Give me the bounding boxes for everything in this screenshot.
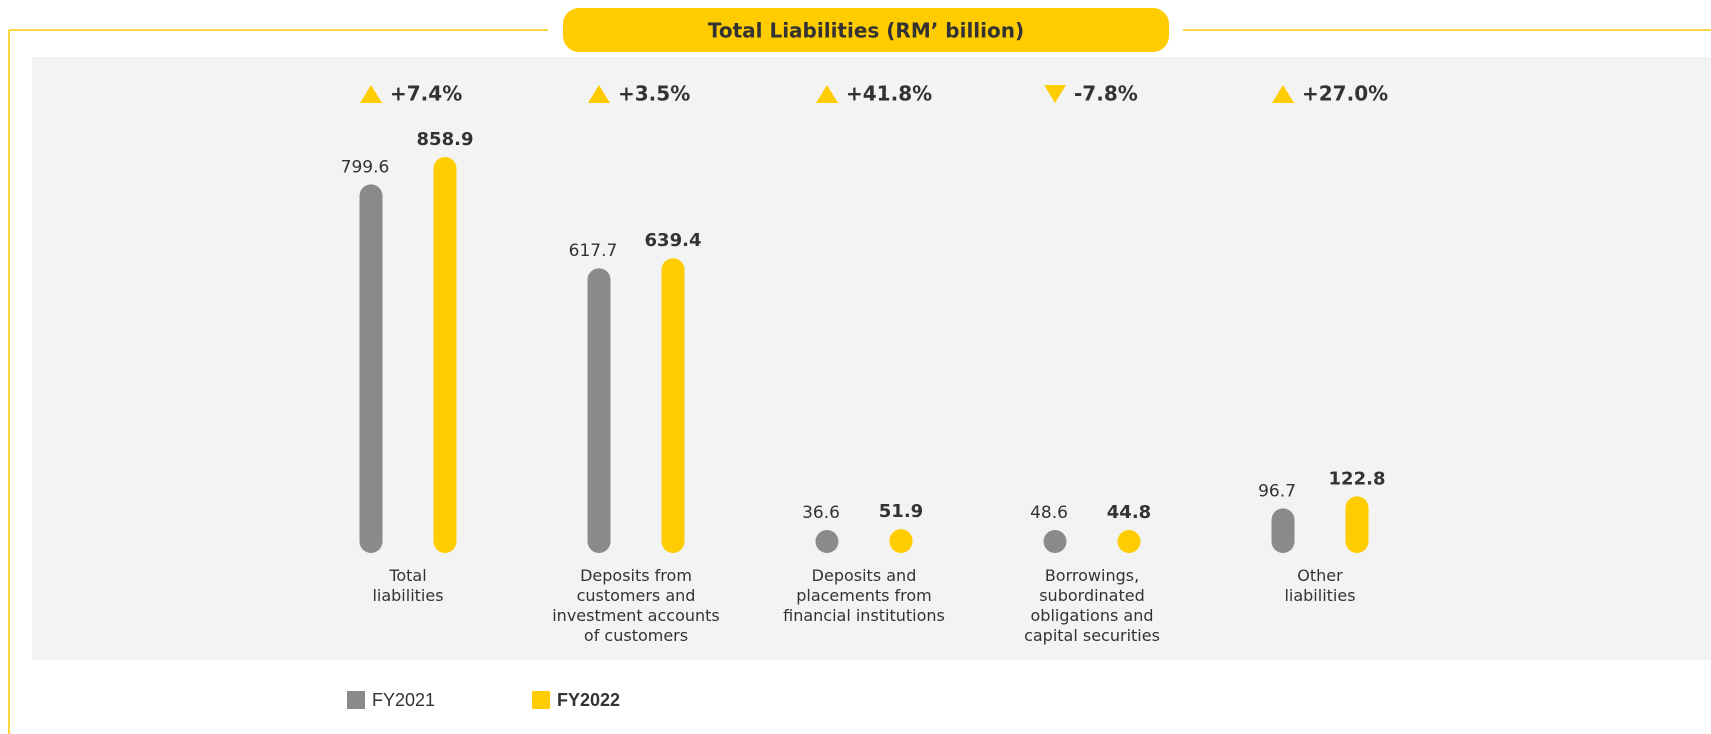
change-arrow — [1272, 85, 1294, 103]
chart-title: Total Liabilities (RM’ billion) — [708, 19, 1024, 43]
bar — [1117, 530, 1141, 553]
value-label: 96.7 — [1258, 481, 1296, 501]
value-label: 617.7 — [569, 241, 618, 261]
bar — [815, 530, 839, 553]
bar — [359, 184, 383, 553]
legend-label: FY2021 — [372, 690, 435, 710]
change-label: -7.8% — [1074, 82, 1138, 106]
value-label: 122.8 — [1329, 468, 1386, 489]
change-label: +27.0% — [1302, 82, 1388, 106]
change-arrow — [360, 85, 382, 103]
bar — [1043, 530, 1067, 553]
bar — [1271, 508, 1295, 553]
change-label: +3.5% — [618, 82, 690, 106]
legend-swatch — [347, 691, 365, 709]
value-label: 44.8 — [1107, 502, 1151, 523]
value-label: 639.4 — [645, 230, 702, 251]
value-label: 36.6 — [802, 503, 840, 523]
bar — [587, 268, 611, 553]
legend-label: FY2022 — [557, 690, 620, 710]
legend-swatch — [532, 691, 550, 709]
bar — [433, 157, 457, 553]
value-label: 48.6 — [1030, 503, 1068, 523]
value-label: 799.6 — [341, 157, 390, 177]
change-arrow — [816, 85, 838, 103]
change-label: +7.4% — [390, 82, 462, 106]
change-arrow — [588, 85, 610, 103]
panel — [32, 57, 1711, 660]
category-label: Deposits and placements from financial i… — [783, 566, 945, 625]
bar — [661, 258, 685, 553]
category-label: Total liabilities — [372, 566, 444, 605]
title-pill — [563, 8, 1169, 52]
value-label: 858.9 — [417, 129, 474, 150]
category-label: Other liabilities — [1284, 566, 1356, 605]
bar — [889, 529, 913, 553]
change-label: +41.8% — [846, 82, 932, 106]
value-label: 51.9 — [879, 501, 923, 522]
change-arrow — [1044, 85, 1066, 103]
bar — [1345, 496, 1369, 553]
category-label: Deposits from customers and investment a… — [552, 566, 720, 645]
category-label: Borrowings, subordinated obligations and… — [1024, 566, 1160, 645]
